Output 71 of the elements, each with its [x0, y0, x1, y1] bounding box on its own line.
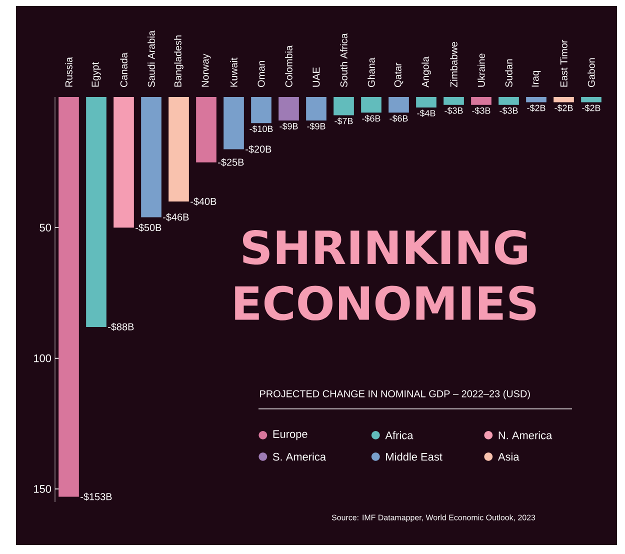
text: -$50B	[136, 224, 162, 232]
x-tick-label: Ukraine	[478, 54, 485, 87]
bar	[141, 97, 162, 218]
bar	[168, 97, 189, 202]
bar	[334, 97, 354, 116]
bar	[361, 97, 382, 113]
text: -$88B	[108, 322, 134, 331]
legend-title: PROJECTED CHANGE IN NOMINAL GDP – 2022–23 (USD)	[260, 390, 530, 400]
bar	[114, 97, 134, 228]
text: -$10B	[250, 125, 273, 133]
text: -$6B	[390, 114, 408, 122]
x-tick-label: Gabon	[588, 58, 595, 87]
x-tick-label: Sudan	[505, 59, 512, 88]
text: -$9B	[280, 122, 298, 130]
bar	[444, 97, 464, 105]
bar	[224, 97, 244, 150]
bar	[278, 97, 299, 121]
bar	[388, 97, 409, 113]
y-tick-label: 100	[34, 354, 52, 362]
x-tick-label: Russia	[65, 57, 72, 87]
y-tick-label: 150	[34, 485, 52, 493]
legend-label: Middle East	[386, 452, 442, 461]
x-tick-label: Iraq	[532, 70, 541, 87]
bar	[416, 97, 436, 108]
x-tick-label: Egypt	[92, 62, 101, 87]
text: -$153B	[80, 492, 112, 501]
text: -$2B	[582, 104, 600, 112]
legend-label: Asia	[498, 452, 520, 461]
bar	[581, 97, 602, 102]
text: -$4B	[417, 110, 436, 117]
x-tick-label: Zimbabwe	[450, 42, 458, 88]
bar	[471, 97, 492, 105]
x-tick-label: Ghana	[368, 58, 375, 87]
x-tick-label: Kuwait	[230, 58, 238, 87]
x-tick-label: Canada	[120, 52, 128, 87]
x-tick-label: East Timor	[560, 40, 568, 87]
bar	[526, 97, 546, 102]
x-tick-label: Bangladesh	[174, 36, 184, 87]
x-tick-label: Norway	[202, 54, 211, 87]
x-tick-label: Colombia	[285, 45, 292, 87]
text: -$9B	[307, 122, 326, 130]
text: -$3B	[500, 107, 518, 114]
text: -$7B	[334, 117, 353, 125]
text: -$20B	[246, 145, 272, 154]
x-tick-label: Saudi Arabia	[148, 30, 155, 88]
bar	[86, 97, 106, 327]
bar	[58, 97, 79, 497]
legend-label: Africa	[385, 431, 414, 440]
legend-label: N. America	[498, 431, 552, 440]
text: -$6B	[362, 114, 380, 122]
text: SHRINKING ECONOMIES	[235, 230, 536, 320]
x-tick-label: UAE	[312, 67, 320, 87]
x-tick-label: Angola	[422, 56, 431, 88]
bar	[251, 97, 272, 124]
text: -$3B	[444, 107, 463, 114]
legend-label: Europe	[273, 430, 308, 440]
bar	[306, 97, 326, 121]
text: -$40B	[190, 197, 216, 206]
x-tick-label: Qatar	[394, 62, 404, 88]
text: -$25B	[218, 158, 244, 166]
text: -$46B	[163, 213, 189, 222]
y-tick-label: 50	[40, 224, 52, 232]
bar	[498, 97, 519, 105]
bar	[196, 97, 216, 162]
text: -$2B	[527, 104, 546, 112]
x-tick-label: South Africa	[340, 33, 348, 88]
bar	[554, 97, 574, 102]
x-tick-label: Oman	[258, 61, 265, 88]
legend-label: S. America	[272, 452, 326, 461]
text: -$2B	[554, 104, 573, 112]
text: -$3B	[472, 107, 490, 114]
